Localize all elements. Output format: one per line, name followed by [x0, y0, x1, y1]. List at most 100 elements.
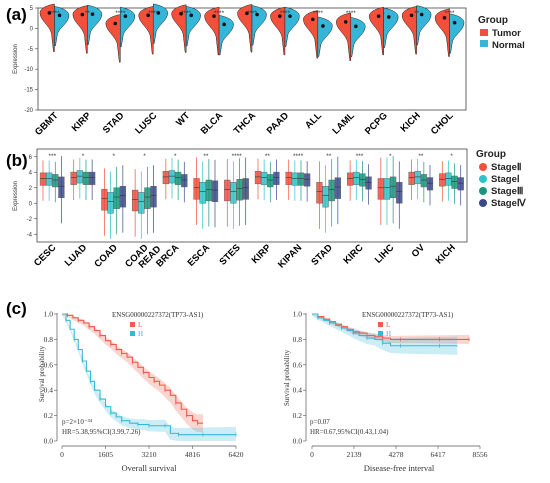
- violin-normal-median-kich: [419, 12, 424, 17]
- box-category-stes: STES: [217, 242, 242, 267]
- box-luad-0: [70, 171, 77, 185]
- violin-category-wt: WT: [174, 110, 192, 128]
- box-category-stad: STAD: [309, 242, 335, 268]
- legend-label-stage4: StageⅣ: [491, 198, 527, 209]
- box-brca-1: [168, 170, 176, 184]
- violin-tumor-chol: [434, 8, 450, 57]
- dfi-ytick-label-0-2: 0.2: [293, 411, 303, 420]
- box-lihc-0: [377, 178, 384, 200]
- violin-tumor-median-gbmt: [47, 11, 52, 15]
- legend-swatch-stage4: [479, 199, 487, 207]
- os-title: ENSG00000227372(TP73-AS1): [112, 311, 204, 319]
- boxplot-chart: Expression 6420-2-4 *** * * * * ** **** ** **** *…: [13, 148, 527, 271]
- box-significance-cesc: ***: [49, 153, 57, 160]
- box-esca-1: [199, 182, 206, 204]
- box-lihc-1: [383, 178, 391, 200]
- violin-tumor-median-laml: [343, 20, 348, 24]
- violin-ytick-label--5: -5: [28, 47, 34, 53]
- violin-chart: Expression 50-5-10-15-20 **** ** **** **** *…: [13, 3, 525, 138]
- box-kirc-3: [365, 176, 372, 190]
- os-xtick-label-3210: 3210: [142, 450, 157, 459]
- box-category-kirc: KIRC: [341, 242, 365, 266]
- os-curve-h: [62, 313, 236, 436]
- os-band-h: [62, 314, 236, 441]
- box-stad-2: [328, 179, 335, 202]
- overall-survival-chart: Survival probability 0 1605 3210 4816 6420 0.…: [38, 310, 244, 474]
- violin-category-thca: THCA: [232, 110, 259, 137]
- box-stes-3: [242, 178, 249, 200]
- box-brca-0: [162, 171, 169, 185]
- os-curve-l: [62, 313, 203, 424]
- box-kirc-0: [347, 172, 354, 186]
- os-xlabel: Overall survival: [122, 463, 178, 473]
- violin-normal-median-lusc: [156, 11, 161, 15]
- box-cesc-3: [58, 176, 65, 199]
- os-legend-swatch-l: [130, 322, 135, 327]
- dfi-xtick-label-8556: 8556: [473, 450, 488, 459]
- legend-swatch-normal: [480, 40, 488, 47]
- dfi-legend-swatch-h: [378, 331, 383, 336]
- box-category-esca: ESCA: [186, 242, 213, 269]
- violin-category-stad: STAD: [101, 110, 127, 136]
- box-esca-2: [205, 179, 212, 202]
- os-p-value: p=2×10⁻³⁴: [62, 418, 93, 426]
- violin-category-paad: PAAD: [265, 110, 291, 136]
- box-significance-kirp: **: [265, 153, 271, 160]
- box-ov-2: [420, 174, 427, 188]
- violin-category-all: ALL: [303, 110, 324, 131]
- box-significance-kipan: ****: [293, 153, 304, 160]
- violin-tumor-pcpg: [368, 6, 384, 56]
- dfi-ytick-label-0-8: 0.8: [293, 335, 303, 344]
- violin-significance-thca: ****: [247, 10, 258, 17]
- dfi-ytick-label-1: 1.0: [293, 310, 303, 319]
- dfi-title: ENSG00000227372(TP73-AS1): [362, 311, 454, 319]
- violin-tumor-all: [303, 10, 319, 59]
- violin-tumor-median-stad: [113, 21, 118, 26]
- box-brca-2: [175, 171, 182, 185]
- box-stad-3: [334, 177, 341, 199]
- box-stes-1: [230, 182, 237, 204]
- legend-swatch-stage1: [479, 175, 487, 183]
- os-ytick-label-0-4: 0.4: [44, 386, 54, 395]
- violin-tumor-kich: [401, 6, 417, 55]
- violin-category-gbmt: GBMT: [33, 110, 61, 138]
- box-significance-esca: **: [203, 153, 209, 160]
- violin-normal-median-laml: [354, 24, 358, 29]
- box-significance-kich: *: [450, 153, 453, 160]
- violin-category-chol: CHOL: [429, 110, 456, 137]
- box-kipan-3: [304, 173, 311, 187]
- dfi-hazard-ratio: HR=0.67,95%CI(0.43,1.04): [310, 428, 389, 436]
- os-ytick-label-0-6: 0.6: [44, 360, 54, 369]
- box-ytick-label-6: 6: [29, 155, 33, 161]
- box-kirp-3: [273, 171, 280, 185]
- box-cesc-2: [52, 174, 59, 188]
- box-significance-coad: *: [113, 153, 116, 160]
- violin-ytick-label--20: -20: [24, 108, 33, 114]
- panel-label-b: (b): [6, 151, 28, 170]
- box-ytick-label-4: 4: [29, 170, 33, 176]
- violin-tumor-median-all: [310, 17, 315, 22]
- violin-normal-median-chol: [452, 20, 457, 25]
- box-ytick-label--2: -2: [27, 217, 33, 223]
- box-ov-1: [414, 171, 421, 185]
- legend-label-stage1: StageⅠ: [491, 174, 520, 185]
- box-kirp-1: [261, 171, 268, 185]
- violin-tumor-laml: [336, 12, 352, 61]
- box-significance-kirc: ***: [356, 153, 364, 160]
- box-significance-coad-read: *: [143, 153, 146, 160]
- box-kirc-2: [359, 173, 366, 187]
- violin-tumor-wt: [171, 4, 187, 53]
- legend-swatch-tumor: [480, 29, 488, 36]
- box-luad-1: [76, 170, 83, 184]
- os-legend-label-l: L: [138, 321, 142, 329]
- box-stes-0: [224, 179, 231, 202]
- box-significance-luad: *: [82, 153, 85, 160]
- box-coad-3: [119, 185, 126, 208]
- violin-tumor-blca: [204, 6, 220, 56]
- violin-normal-median-gbmt: [57, 13, 62, 18]
- violin-normal-median-stad: [123, 14, 128, 18]
- violin-significance-kich: **: [414, 10, 420, 17]
- os-ytick-label-0: 0.0: [44, 437, 54, 446]
- box-category-lihc: LIHC: [373, 242, 397, 266]
- violin-legend-title: Group: [478, 15, 508, 26]
